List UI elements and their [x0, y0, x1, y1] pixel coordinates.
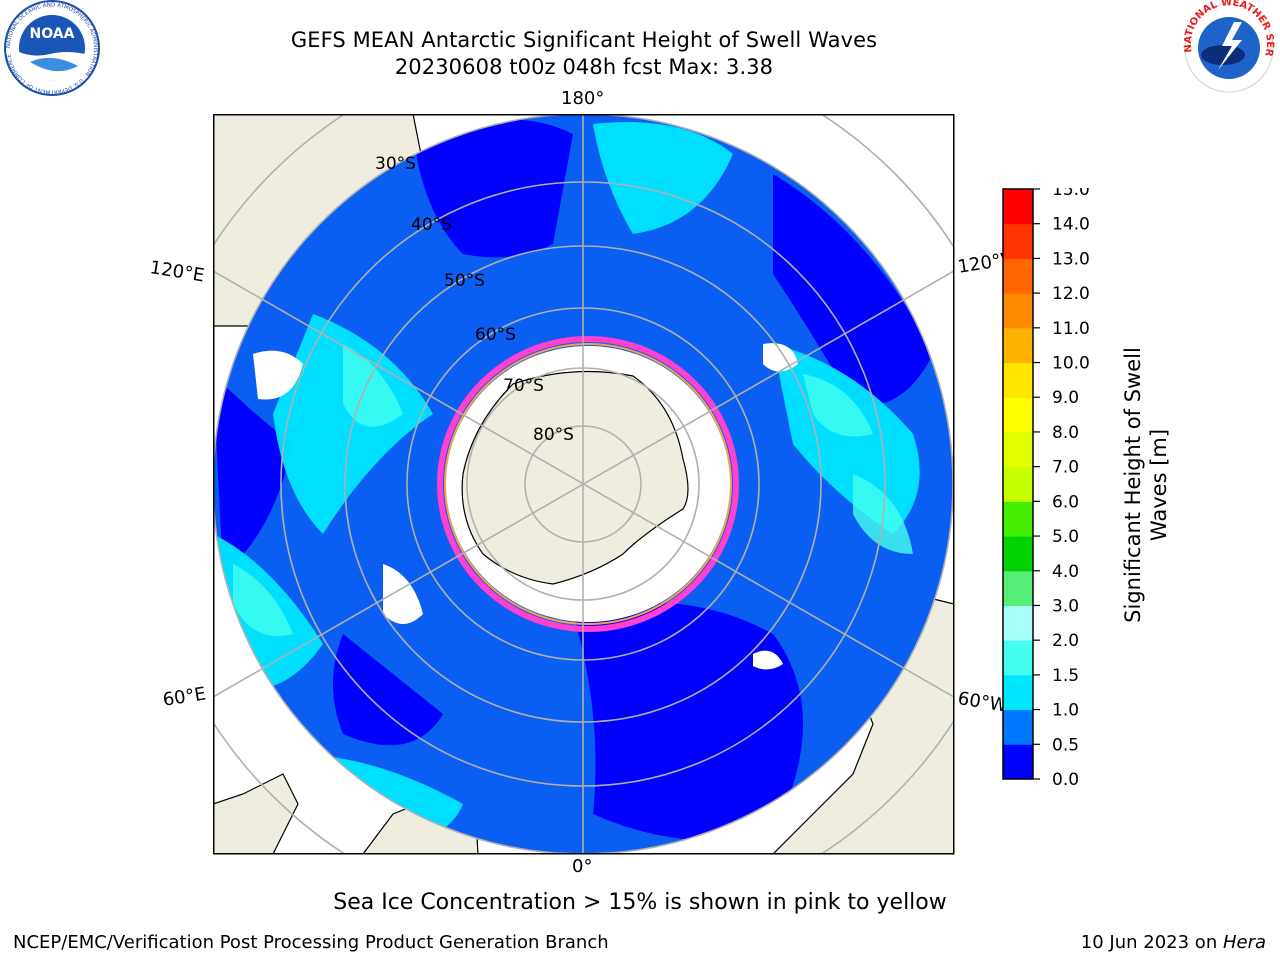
colorbar-swatch: [1003, 397, 1033, 433]
lon-label-120e: 120°E: [148, 257, 206, 287]
colorbar-tick-label: 5.0: [1052, 527, 1079, 547]
colorbar-swatch: [1003, 674, 1033, 711]
noaa-logo-text: NOAA: [30, 26, 75, 42]
antarctica-land: [461, 370, 689, 585]
colorbar-tick-label: 7.0: [1052, 458, 1079, 478]
colorbar-swatches: [1003, 189, 1033, 780]
colorbar-swatch: [1003, 709, 1033, 745]
colorbar-swatch: [1003, 293, 1033, 329]
sea-ice-caption: Sea Ice Concentration > 15% is shown in …: [333, 890, 947, 915]
sea-ice-edge-orange: [444, 343, 732, 625]
lon-label-60e: 60°E: [161, 683, 208, 711]
colorbar-title-line2: Waves [m]: [1147, 428, 1171, 542]
colorbar-tick-label: 0.5: [1052, 735, 1079, 755]
lat-label-80s: 80°S: [533, 425, 574, 445]
colorbar-tick-label: 3.0: [1052, 596, 1079, 616]
colorbar-frame: [1002, 188, 1034, 780]
colorbar-ticks: 0.0 0.5 1.0 1.5 2.0 3.0 4.0 5.0 6.0 7.0 8.0 9.0 10.0…: [1033, 188, 1090, 788]
chart-title: GEFS MEAN Antarctic Significant Height o…: [290, 28, 878, 52]
colorbar: 0.0 0.5 1.0 1.5 2.0 3.0 4.0 5.0 6.0 7.0 8.0 9.0 10.0…: [1002, 188, 1090, 788]
lat-label-70s: 70°S: [503, 376, 544, 396]
colorbar-swatch: [1003, 570, 1033, 606]
colorbar-tick-label: 4.0: [1052, 562, 1079, 582]
colorbar-tick-label: 1.0: [1052, 701, 1079, 721]
footer-system: Hera: [1222, 932, 1266, 953]
lat-label-30s: 30°S: [375, 154, 416, 174]
colorbar-title: Significant Height of Swell Waves [m]: [1120, 285, 1172, 685]
lat-label-40s: 40°S: [411, 215, 452, 235]
colorbar-tick-label: 14.0: [1052, 215, 1090, 235]
colorbar-swatch: [1003, 189, 1033, 225]
colorbar-swatch: [1003, 258, 1033, 294]
antarctic-swell-height-map: 30°S 40°S 50°S 60°S 70°S 80°S: [213, 114, 955, 855]
national-weather-service-logo: NATIONAL WEATHER SERVICE: [1178, 0, 1275, 93]
colorbar-swatch: [1003, 327, 1033, 364]
sea-ice-edge-pink: [437, 336, 739, 632]
colorbar-tick-label: 11.0: [1052, 319, 1090, 339]
colorbar-tick-label: 2.0: [1052, 631, 1079, 651]
lon-label-60w: 60°W: [956, 688, 1009, 717]
footer-credit: NCEP/EMC/Verification Post Processing Pr…: [13, 932, 609, 953]
colorbar-tick-label: 10.0: [1052, 354, 1090, 374]
colorbar-swatch: [1003, 431, 1033, 468]
colorbar-tick-label: 6.0: [1052, 492, 1079, 512]
colorbar-tick-label: 0.0: [1052, 770, 1079, 788]
colorbar-title-line1: Significant Height of Swell: [1121, 347, 1145, 623]
colorbar-swatch: [1003, 536, 1033, 572]
footer-date-text: 10 Jun 2023 on: [1080, 932, 1223, 953]
no-data-patches: [253, 343, 798, 670]
colorbar-swatch: [1003, 605, 1033, 641]
colorbar-swatch: [1003, 640, 1033, 676]
colorbar-swatch: [1003, 362, 1033, 398]
colorbar-tick-label: 13.0: [1052, 249, 1090, 269]
colorbar-tick-label: 12.0: [1052, 284, 1090, 304]
lon-label-180: 180°: [561, 88, 605, 109]
colorbar-swatch: [1003, 223, 1033, 259]
colorbar-swatch: [1003, 744, 1033, 780]
colorbar-tick-label: 1.5: [1052, 666, 1079, 686]
chart-subtitle: 20230608 t00z 048h fcst Max: 3.38: [394, 55, 774, 79]
lat-label-50s: 50°S: [444, 271, 485, 291]
colorbar-tick-label: 8.0: [1052, 423, 1079, 443]
swell-deep-blue-areas: [213, 119, 933, 841]
colorbar-swatch: [1003, 501, 1033, 537]
footer-date: 10 Jun 2023 on Hera: [1081, 932, 1266, 953]
noaa-logo: NOAA NATIONAL OCEANIC AND ATMOSPHERIC AD…: [4, 0, 100, 96]
lon-label-0: 0°: [572, 856, 593, 877]
map-frame: [213, 114, 955, 855]
colorbar-tick-label: 9.0: [1052, 388, 1079, 408]
colorbar-tick-label: 15.0: [1052, 188, 1090, 200]
colorbar-swatch: [1003, 466, 1033, 502]
lat-label-60s: 60°S: [475, 325, 516, 345]
